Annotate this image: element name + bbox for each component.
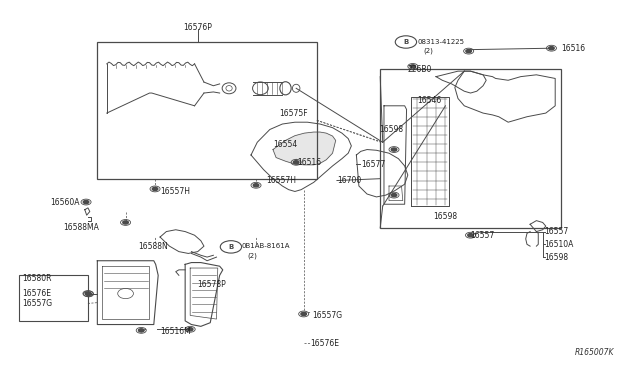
Text: 16557H: 16557H (267, 176, 297, 185)
Polygon shape (273, 132, 336, 165)
Text: (2): (2) (248, 252, 258, 259)
Circle shape (468, 234, 474, 237)
Text: (2): (2) (424, 48, 433, 54)
Text: 16557: 16557 (470, 231, 495, 240)
Text: 16560A: 16560A (51, 198, 80, 207)
Text: 16516: 16516 (297, 158, 321, 167)
Text: 16510A: 16510A (545, 240, 574, 249)
Circle shape (391, 193, 397, 197)
Text: 16557: 16557 (545, 227, 569, 236)
Text: 16577: 16577 (361, 160, 385, 169)
Circle shape (410, 65, 415, 68)
Text: 16516: 16516 (561, 44, 586, 53)
Text: 16598: 16598 (545, 253, 569, 262)
Text: 16516M: 16516M (160, 327, 191, 336)
Text: 16588MA: 16588MA (63, 224, 99, 232)
Circle shape (301, 312, 307, 315)
Circle shape (466, 49, 472, 53)
Text: 16554: 16554 (273, 140, 297, 148)
Text: 16576E: 16576E (310, 339, 339, 348)
Circle shape (188, 328, 193, 331)
Circle shape (548, 46, 554, 50)
Circle shape (123, 221, 129, 224)
Text: B: B (228, 244, 234, 250)
Text: 16557G: 16557G (22, 299, 52, 308)
Bar (19, 275, 88, 321)
Text: 16546: 16546 (417, 96, 442, 105)
Text: 16598: 16598 (433, 212, 457, 221)
Text: 16588N: 16588N (138, 242, 168, 251)
Text: 16700: 16700 (337, 176, 361, 185)
Text: 16598: 16598 (380, 125, 404, 134)
Text: 16575F: 16575F (279, 109, 308, 118)
Text: 16557G: 16557G (312, 311, 342, 320)
Text: 226B0: 226B0 (408, 65, 432, 74)
Circle shape (138, 329, 144, 332)
Text: R165007K: R165007K (575, 348, 615, 357)
Bar (380, 69, 561, 228)
Circle shape (152, 187, 158, 190)
Bar (97, 42, 317, 179)
Text: 16557H: 16557H (160, 187, 190, 196)
Text: 16576E: 16576E (22, 289, 51, 298)
Circle shape (253, 184, 259, 187)
Circle shape (293, 161, 299, 164)
Text: 0B1AB-8161A: 0B1AB-8161A (242, 243, 290, 249)
Text: 08313-41225: 08313-41225 (417, 39, 464, 45)
Text: 16580R: 16580R (22, 275, 52, 283)
Circle shape (85, 292, 91, 295)
Circle shape (86, 292, 92, 295)
Circle shape (391, 148, 397, 151)
Text: 16578P: 16578P (198, 280, 227, 289)
Text: 16576P: 16576P (183, 23, 212, 32)
Text: B: B (403, 39, 408, 45)
Circle shape (83, 201, 89, 203)
